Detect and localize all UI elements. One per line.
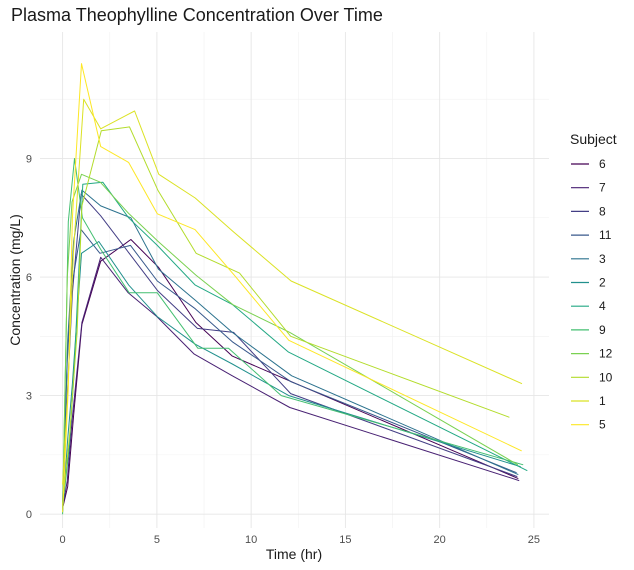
series-line-subject-9: [62, 158, 524, 515]
series-line-subject-1: [62, 98, 523, 485]
x-tick-label: 10: [245, 534, 257, 546]
legend-label-subject-11: 11: [599, 228, 612, 242]
y-tick-label: 9: [26, 153, 32, 165]
grid-layer: [40, 32, 549, 528]
legend-label-subject-12: 12: [599, 347, 613, 361]
legend-label-subject-8: 8: [599, 204, 606, 218]
legend-title: Subject: [570, 131, 617, 147]
legend-label-subject-5: 5: [599, 418, 606, 432]
x-tick-label: 15: [339, 534, 351, 546]
legend-label-subject-7: 7: [599, 181, 606, 195]
legend-label-subject-6: 6: [599, 157, 606, 171]
legend-label-subject-1: 1: [599, 394, 606, 408]
series-line-subject-12: [62, 173, 519, 507]
y-axis-title: Concentration (mg/L): [7, 214, 23, 346]
series-layer: [62, 63, 528, 515]
y-tick-label: 6: [26, 272, 32, 284]
series-line-subject-4: [62, 181, 528, 509]
x-tick-label: 20: [434, 534, 446, 546]
legend-label-subject-4: 4: [599, 299, 606, 313]
tick-labels: 0 5 10 15 20 25 0 3 6 9: [26, 153, 540, 546]
legend-label-subject-2: 2: [599, 276, 606, 290]
legend-label-subject-3: 3: [599, 252, 606, 266]
x-tick-label: 5: [154, 534, 160, 546]
x-tick-label: 0: [60, 534, 66, 546]
series-line-subject-10: [62, 126, 510, 505]
legend-label-subject-10: 10: [599, 370, 613, 384]
legend-label-subject-9: 9: [599, 323, 606, 337]
series-line-subject-3: [62, 189, 519, 509]
series-line-subject-7: [62, 256, 520, 509]
series-line-subject-6: [62, 239, 519, 509]
legend: Subject 6 7 8 11 3 2 4 9 12 10 1 5: [570, 131, 617, 432]
y-tick-label: 0: [26, 509, 32, 521]
series-line-subject-2: [62, 241, 521, 513]
series-line-subject-11: [62, 229, 517, 503]
legend-items: 6 7 8 11 3 2 4 9 12 10 1 5: [571, 157, 613, 432]
series-line-subject-5: [62, 63, 522, 513]
x-axis-title: Time (hr): [266, 546, 322, 562]
series-line-subject-8: [62, 193, 518, 511]
y-tick-label: 3: [26, 391, 32, 403]
x-tick-label: 25: [528, 534, 540, 546]
chart-title: Plasma Theophylline Concentration Over T…: [11, 5, 383, 25]
